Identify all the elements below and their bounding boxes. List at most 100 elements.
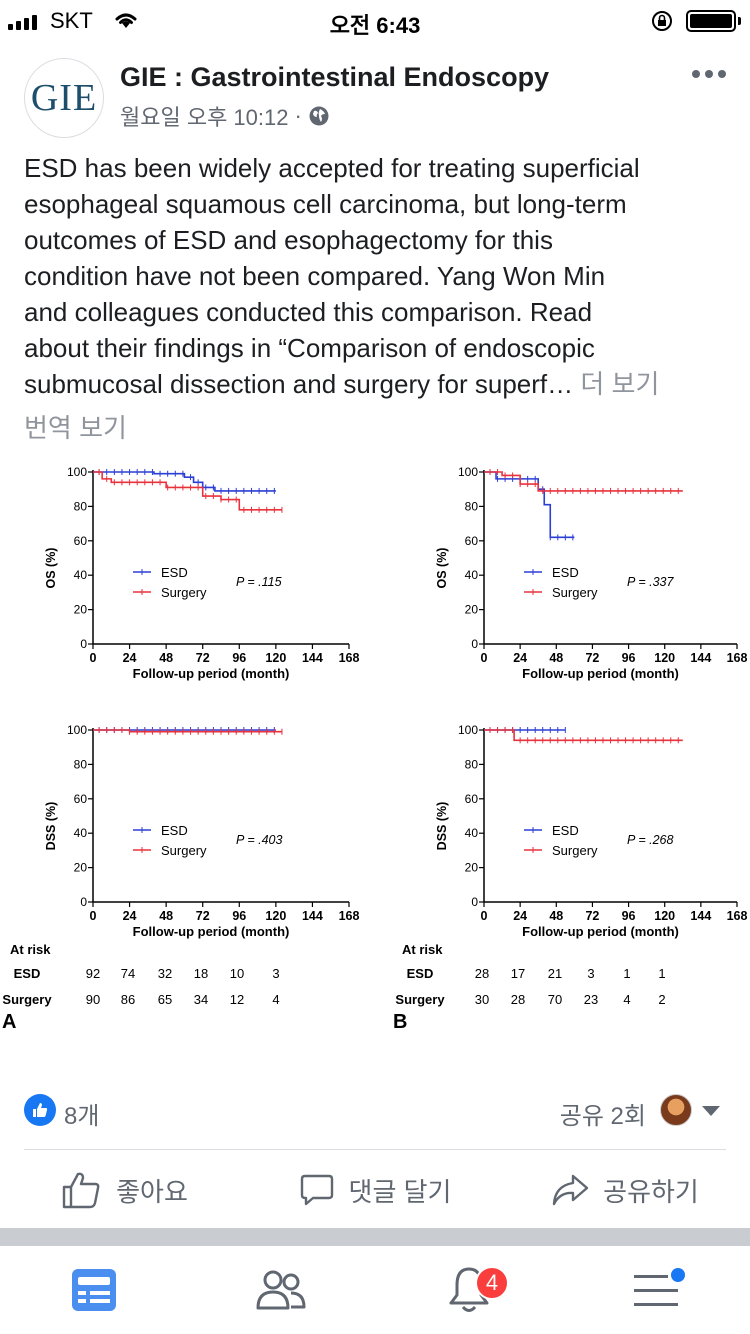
p-value: P = .403 bbox=[236, 833, 282, 847]
action-bar: 좋아요 댓글 달기 공유하기 bbox=[0, 1160, 750, 1220]
at-risk-surgery-value: 28 bbox=[511, 992, 525, 1007]
like-count[interactable]: 8개 bbox=[64, 1103, 100, 1130]
y-tick-label: 60 bbox=[74, 792, 88, 806]
x-tick-label: 168 bbox=[339, 909, 360, 923]
km-curve-surgery bbox=[93, 471, 282, 511]
y-tick-label: 80 bbox=[74, 499, 88, 513]
x-tick-label: 72 bbox=[196, 909, 210, 923]
post-line: ESD has been widely accepted for treatin… bbox=[24, 153, 640, 183]
at-risk-title: At risk bbox=[10, 942, 51, 957]
nav-notifications[interactable]: 4 bbox=[375, 1246, 563, 1334]
x-tick-label: 168 bbox=[727, 651, 748, 665]
post-meta: 월요일 오후 10:12 · bbox=[120, 100, 330, 132]
x-tick-label: 48 bbox=[549, 909, 563, 923]
at-risk-row-label: Surgery bbox=[395, 992, 445, 1007]
at-risk-esd-value: 3 bbox=[587, 966, 594, 981]
y-tick-label: 0 bbox=[80, 895, 87, 909]
x-tick-label: 24 bbox=[123, 909, 137, 923]
chevron-down-icon[interactable] bbox=[702, 1106, 720, 1116]
at-risk-esd-value: 17 bbox=[511, 966, 525, 981]
nav-menu[interactable] bbox=[563, 1246, 750, 1334]
y-tick-label: 60 bbox=[465, 534, 479, 548]
x-axis-label: Follow-up period (month) bbox=[522, 924, 679, 939]
see-more-link[interactable]: 더 보기 bbox=[580, 369, 660, 399]
y-axis-label: DSS (%) bbox=[44, 802, 58, 851]
x-tick-label: 0 bbox=[90, 909, 97, 923]
at-risk-surgery-value: 2 bbox=[658, 992, 665, 1007]
notification-badge: 4 bbox=[475, 1266, 509, 1300]
reactor-avatar[interactable] bbox=[660, 1094, 692, 1126]
post-line: about their findings in “Comparison of e… bbox=[24, 333, 595, 363]
nav-news-feed[interactable] bbox=[0, 1246, 188, 1334]
comment-button[interactable]: 댓글 달기 bbox=[250, 1160, 500, 1220]
more-options-icon[interactable] bbox=[692, 70, 726, 78]
at-risk-surgery-value: 86 bbox=[121, 992, 135, 1007]
status-bar: SKT 오전 6:43 bbox=[0, 0, 750, 40]
y-tick-label: 100 bbox=[458, 723, 478, 737]
at-risk-surgery-value: 30 bbox=[475, 992, 489, 1007]
like-reaction-icon[interactable] bbox=[24, 1094, 56, 1126]
x-tick-label: 0 bbox=[481, 651, 488, 665]
legend-label: ESD bbox=[552, 823, 579, 838]
share-button[interactable]: 공유하기 bbox=[500, 1160, 750, 1220]
y-tick-label: 0 bbox=[471, 895, 478, 909]
post-line: submucosal dissection and surgery for su… bbox=[24, 369, 574, 399]
menu-icon bbox=[634, 1275, 679, 1306]
see-translation-link[interactable]: 번역 보기 bbox=[24, 413, 127, 443]
x-tick-label: 0 bbox=[481, 909, 488, 923]
rotation-lock-icon bbox=[652, 11, 672, 31]
post-timestamp[interactable]: 월요일 오후 10:12 bbox=[120, 105, 289, 130]
x-tick-label: 96 bbox=[622, 909, 636, 923]
at-risk-surgery-value: 70 bbox=[548, 992, 562, 1007]
post-body: ESD has been widely accepted for treatin… bbox=[24, 150, 734, 402]
meta-separator: · bbox=[294, 103, 302, 128]
page-avatar[interactable]: GIE bbox=[24, 58, 104, 138]
x-tick-label: 24 bbox=[513, 909, 527, 923]
avatar-logo-text: GIE bbox=[30, 77, 98, 119]
clock: 오전 6:43 bbox=[329, 13, 421, 38]
legend-label: ESD bbox=[161, 565, 188, 580]
page-name[interactable]: GIE : Gastrointestinal Endoscopy bbox=[120, 62, 550, 92]
carrier-label: SKT bbox=[50, 8, 93, 33]
p-value: P = .268 bbox=[627, 833, 673, 847]
km-curve-esd bbox=[484, 471, 575, 539]
y-tick-label: 20 bbox=[465, 861, 479, 875]
share-count[interactable]: 공유 2회 bbox=[559, 1103, 646, 1130]
y-tick-label: 40 bbox=[465, 568, 479, 582]
x-tick-label: 72 bbox=[585, 651, 599, 665]
post-image[interactable]: 0 20 40 60 80 100 0 24 48 72 96 120 144 168 Follow-up … bbox=[0, 462, 750, 1037]
menu-update-dot bbox=[670, 1268, 685, 1282]
thumbs-up-icon bbox=[62, 1172, 100, 1209]
share-button-label: 공유하기 bbox=[603, 1176, 699, 1207]
battery-cap bbox=[738, 17, 741, 25]
x-tick-label: 72 bbox=[196, 651, 210, 665]
at-risk-esd-value: 18 bbox=[194, 966, 208, 981]
at-risk-surgery-value: 12 bbox=[230, 992, 244, 1007]
x-tick-label: 48 bbox=[159, 909, 173, 923]
at-risk-esd-value: 3 bbox=[272, 966, 279, 981]
x-axis-label: Follow-up period (month) bbox=[522, 666, 679, 681]
y-tick-label: 60 bbox=[465, 792, 479, 806]
at-risk-row-label: Surgery bbox=[2, 992, 52, 1007]
y-tick-label: 20 bbox=[74, 861, 88, 875]
post-line: outcomes of ESD and esophagectomy for th… bbox=[24, 225, 553, 255]
km-curve-esd bbox=[93, 471, 276, 492]
feed-separator bbox=[0, 1228, 750, 1246]
at-risk-row-label: ESD bbox=[14, 966, 41, 981]
share-arrow-icon bbox=[552, 1174, 589, 1206]
bottom-nav: 4 bbox=[0, 1246, 750, 1334]
x-tick-label: 120 bbox=[654, 651, 675, 665]
x-tick-label: 72 bbox=[585, 909, 599, 923]
like-button[interactable]: 좋아요 bbox=[0, 1160, 250, 1220]
notifications-icon bbox=[449, 1267, 489, 1312]
x-tick-label: 96 bbox=[232, 909, 246, 923]
nav-friends[interactable] bbox=[188, 1246, 376, 1334]
x-tick-label: 144 bbox=[302, 909, 323, 923]
at-risk-surgery-value: 23 bbox=[584, 992, 598, 1007]
at-risk-esd-value: 28 bbox=[475, 966, 489, 981]
panel-letter: A bbox=[2, 1011, 16, 1033]
y-tick-label: 0 bbox=[80, 637, 87, 651]
x-tick-label: 96 bbox=[232, 651, 246, 665]
at-risk-row-label: ESD bbox=[407, 966, 434, 981]
